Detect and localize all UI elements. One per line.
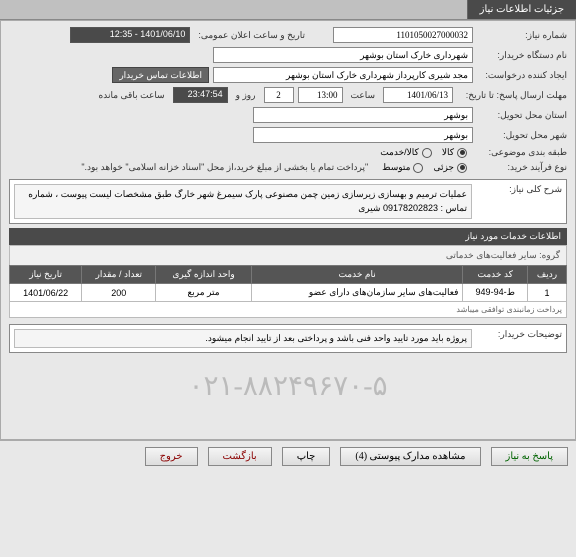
cell-row: 1 bbox=[528, 284, 567, 302]
cell-code: ط-94-949 bbox=[463, 284, 528, 302]
services-grid: ردیف کد خدمت نام خدمت واحد اندازه گیری ت… bbox=[9, 265, 567, 318]
fld-announce-date: 1401/06/10 - 12:35 bbox=[70, 27, 190, 43]
radio-medium[interactable]: متوسط bbox=[382, 162, 423, 173]
col-name: نام خدمت bbox=[251, 266, 463, 284]
process-note: "پرداخت تمام یا بخشی از مبلغ خرید،از محل… bbox=[9, 162, 372, 173]
col-qty: تعداد / مقدار bbox=[82, 266, 156, 284]
group-title: گروه: سایر فعالیت‌های خدماتی bbox=[9, 245, 567, 265]
cell-date: 1401/06/22 bbox=[10, 284, 82, 302]
lbl-city: شهر محل تحویل: bbox=[477, 130, 567, 141]
col-row: ردیف bbox=[528, 266, 567, 284]
lbl-subject-class: طبقه بندی موضوعی: bbox=[477, 147, 567, 158]
grid-row-extra: پرداخت زمانبندی توافقی میباشد bbox=[10, 302, 567, 318]
cell-name: فعالیت‌های سایر سازمان‌های دارای عضو bbox=[251, 284, 463, 302]
col-code: کد خدمت bbox=[463, 266, 528, 284]
cell-qty: 200 bbox=[82, 284, 156, 302]
btn-attachments[interactable]: مشاهده مدارک پیوستی (4) bbox=[340, 447, 480, 466]
fld-creator[interactable] bbox=[213, 67, 473, 83]
buyer-note-text: پروژه باید مورد تایید واحد فنی باشد و پر… bbox=[14, 329, 472, 348]
fld-buyer-org[interactable] bbox=[213, 47, 473, 63]
radio-minor[interactable]: جزئی bbox=[433, 162, 467, 173]
footer-bar: پاسخ به نیاز مشاهده مدارک پیوستی (4) چاپ… bbox=[0, 440, 576, 472]
radio-goods[interactable]: کالا bbox=[442, 147, 467, 158]
radio-dot-icon bbox=[457, 148, 467, 158]
fld-province[interactable] bbox=[253, 107, 473, 123]
lbl-buyer-org: نام دستگاه خریدار: bbox=[477, 50, 567, 61]
lbl-remain: ساعت باقی مانده bbox=[95, 90, 169, 101]
lbl-deadline: مهلت ارسال پاسخ: تا تاریخ: bbox=[457, 90, 567, 101]
fld-city[interactable] bbox=[253, 127, 473, 143]
services-header: اطلاعات خدمات مورد نیاز bbox=[9, 228, 567, 245]
radio-goods-service[interactable]: کالا/خدمت bbox=[380, 147, 432, 158]
cell-unit: متر مربع bbox=[156, 284, 251, 302]
grid-header-row: ردیف کد خدمت نام خدمت واحد اندازه گیری ت… bbox=[10, 266, 567, 284]
buyer-note-box: توضیحات خریدار: پروژه باید مورد تایید وا… bbox=[9, 324, 567, 353]
fld-remain-time: 23:47:54 bbox=[173, 87, 228, 103]
btn-respond[interactable]: پاسخ به نیاز bbox=[491, 447, 569, 466]
radio-dot-icon bbox=[422, 148, 432, 158]
radio-dot-icon bbox=[413, 163, 423, 173]
fld-request-no[interactable] bbox=[333, 27, 473, 43]
btn-back[interactable]: بازگشت bbox=[208, 447, 272, 466]
radio-minor-label: جزئی bbox=[433, 162, 454, 173]
btn-exit[interactable]: خروج bbox=[145, 447, 198, 466]
fld-deadline-time[interactable] bbox=[298, 87, 343, 103]
lbl-process-type: نوع فرآیند خرید: bbox=[477, 162, 567, 173]
radio-medium-label: متوسط bbox=[382, 162, 410, 173]
lbl-province: استان محل تحویل: bbox=[477, 110, 567, 121]
desc-text: عملیات ترمیم و بهسازی زیرسازی زمین چمن م… bbox=[14, 184, 472, 219]
btn-contact-info[interactable]: اطلاعات تماس خریدار bbox=[112, 67, 209, 83]
lbl-creator: ایجاد کننده درخواست: bbox=[477, 70, 567, 81]
col-unit: واحد اندازه گیری bbox=[156, 266, 251, 284]
tab-details[interactable]: جزئیات اطلاعات نیاز bbox=[467, 0, 576, 19]
lbl-announce: تاریخ و ساعت اعلان عمومی: bbox=[194, 30, 309, 41]
lbl-time1: ساعت bbox=[347, 90, 380, 101]
lbl-desc: شرح کلی نیاز: bbox=[472, 184, 562, 195]
cell-extra: پرداخت زمانبندی توافقی میباشد bbox=[10, 302, 567, 318]
fld-days-remain bbox=[264, 87, 294, 103]
radio-goods-label: کالا bbox=[442, 147, 454, 158]
lbl-request-no: شماره نیاز: bbox=[477, 30, 567, 41]
desc-box: شرح کلی نیاز: عملیات ترمیم و بهسازی زیرس… bbox=[9, 179, 567, 224]
watermark-phone: ۰۲۱-۸۸۲۴۹۶۷۰-۵ bbox=[9, 359, 567, 433]
lbl-day: روز و bbox=[232, 90, 260, 101]
tab-bar: جزئیات اطلاعات نیاز bbox=[0, 0, 576, 20]
grid-row[interactable]: 1 ط-94-949 فعالیت‌های سایر سازمان‌های دا… bbox=[10, 284, 567, 302]
lbl-buyer-note: توضیحات خریدار: bbox=[472, 329, 562, 340]
form-panel: شماره نیاز: تاریخ و ساعت اعلان عمومی: 14… bbox=[0, 20, 576, 440]
radio-dot-icon bbox=[457, 163, 467, 173]
btn-print[interactable]: چاپ bbox=[282, 447, 331, 466]
fld-deadline-date[interactable] bbox=[383, 87, 453, 103]
radio-goods-service-label: کالا/خدمت bbox=[380, 147, 419, 158]
col-date: تاریخ نیاز bbox=[10, 266, 82, 284]
